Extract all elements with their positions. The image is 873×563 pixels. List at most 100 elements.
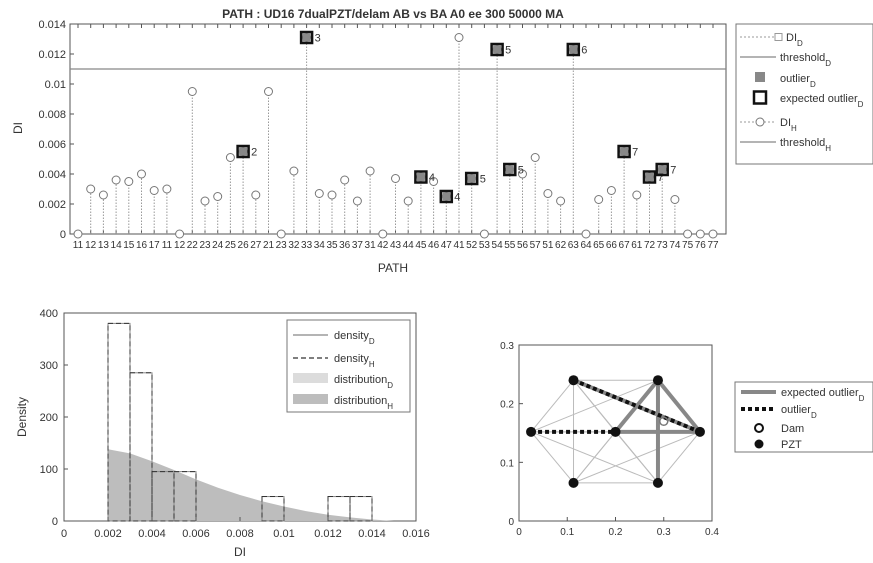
data-point [137,169,146,179]
data-point [187,87,197,96]
marker-series [73,33,718,239]
x-tick-label: 63 [568,240,580,251]
outlier-label: 3 [315,33,321,45]
legend-label: densityH [334,353,375,369]
data-point [264,87,273,96]
x-tick-label: 0.012 [314,528,342,540]
outlier-marker [416,173,425,181]
x-tick-label: 51 [542,240,554,251]
data-point [213,192,223,201]
legend-label: thresholdD [780,52,831,68]
x-axis-ticks: 0 0.002 0.004 0.006 0.008 0.01 0.012 0.014 0.016 [61,517,430,540]
histogram-bar-d [349,496,373,522]
legend-label: densityD [334,330,375,346]
outlier-label: 7 [632,147,638,159]
expected-outlier-marker [439,189,454,204]
data-point [162,184,172,194]
data-point [225,153,235,162]
y-tick-label: 100 [40,464,58,476]
expected-outlier-marker [642,170,657,184]
x-tick-label: 0 [516,527,522,538]
histogram-bars [107,322,373,522]
x-tick-label: 0.002 [94,528,122,540]
expected-outlier-marker [299,30,314,45]
expected-outlier-marker [655,162,669,177]
data-point [581,229,591,239]
expected-outlier-marker [617,144,631,159]
x-tick-label: 12 [85,240,97,251]
expected-outlier-marker [414,170,428,184]
stem-series [90,37,676,234]
x-tick-label: 0.4 [705,527,719,538]
data-point [606,186,616,195]
data-point [695,229,705,239]
legend-label: expected outlierD [780,93,864,109]
x-tick-label: 11 [162,240,173,251]
x-tick-label: 45 [415,240,427,251]
legend-label: distributionD [334,374,393,390]
expected-outlier-marker [503,162,517,177]
x-tick-label: 32 [288,240,300,251]
y-tick-label: 0.01 [45,79,66,91]
data-point [632,190,642,200]
legend-box [735,23,873,165]
y-tick-label: 0.2 [500,400,514,411]
legend-dam-marker [754,423,764,433]
outlier-marker [467,174,476,183]
legend: DID thresholdD outlierD expected outlier… [735,23,873,165]
path-edge [615,431,659,484]
expected-outlier-marker [490,42,504,57]
data-point [98,190,108,200]
data-point [670,195,680,204]
data-point [276,229,286,239]
x-axis-ticks: 0 0.1 0.2 0.3 0.4 [516,517,719,538]
x-tick-label: 61 [631,240,643,251]
legend-label: outlierD [781,404,817,420]
x-tick-label: 53 [479,240,491,251]
x-tick-label: 0.3 [657,527,671,538]
x-tick-label: 0.1 [560,527,574,538]
x-tick-label: 43 [390,240,402,251]
x-tick-label: 15 [123,240,135,251]
x-tick-label: 73 [657,240,669,251]
data-point [594,195,604,204]
data-point [327,190,337,200]
data-point [149,186,159,195]
x-tick-label: 31 [365,240,377,251]
x-tick-label: 22 [187,240,199,251]
x-tick-label: 12 [174,240,186,251]
legend-label: thresholdH [780,137,831,153]
data-point [289,166,299,176]
x-tick-label: 0.004 [138,528,166,540]
expected-outlier-marker [464,171,479,186]
y-axis-ticks: 0 0.002 0.004 0.006 0.008 0.01 0.012 0.014 [38,19,74,241]
legend-distribution-h-swatch [293,394,328,404]
outlier-edge [572,378,701,434]
legend-distribution-d-swatch [293,373,328,383]
data-point [683,229,693,239]
outlier-marker [239,147,248,156]
legend-expected-outlier-marker [752,90,768,105]
outlier-marker [569,45,578,54]
data-point [479,229,489,239]
di-stem-chart: PATH : UD16 7dualPZT/delam AB vs BA A0 e… [11,7,873,275]
outlier-marker [442,192,451,201]
x-tick-label: 26 [238,240,250,251]
legend-label: Dam [781,423,804,435]
legend-outlier-d-marker [755,72,765,82]
outlier-label: 5 [505,45,511,57]
x-tick-label: 13 [98,240,110,251]
x-tick-label: 66 [606,240,618,251]
data-point [73,229,83,239]
y-tick-label: 0.012 [38,49,66,61]
expected-outlier-edge [656,378,702,434]
outlier-label: 7 [658,172,664,184]
x-tick-label: 34 [314,240,326,251]
x-tick-label: 62 [555,240,567,251]
y-tick-label: 300 [40,360,58,372]
x-tick-label: 0.006 [182,528,210,540]
x-tick-label: 17 [149,240,161,251]
y-tick-label: 0 [52,516,58,528]
